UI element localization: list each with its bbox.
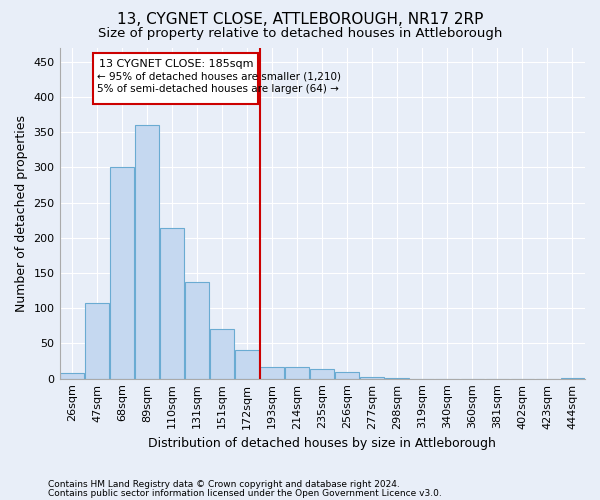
- Bar: [286, 368, 309, 378]
- Text: 13, CYGNET CLOSE, ATTLEBOROUGH, NR17 2RP: 13, CYGNET CLOSE, ATTLEBOROUGH, NR17 2RP: [117, 12, 483, 28]
- Bar: [185, 282, 209, 378]
- Y-axis label: Number of detached properties: Number of detached properties: [15, 114, 28, 312]
- FancyBboxPatch shape: [94, 53, 259, 104]
- Bar: [310, 369, 334, 378]
- X-axis label: Distribution of detached houses by size in Attleborough: Distribution of detached houses by size …: [148, 437, 496, 450]
- Bar: [335, 372, 359, 378]
- Text: Contains HM Land Registry data © Crown copyright and database right 2024.: Contains HM Land Registry data © Crown c…: [48, 480, 400, 489]
- Bar: [260, 368, 284, 378]
- Bar: [160, 228, 184, 378]
- Text: Contains public sector information licensed under the Open Government Licence v3: Contains public sector information licen…: [48, 488, 442, 498]
- Bar: [235, 350, 259, 378]
- Text: 13 CYGNET CLOSE: 185sqm: 13 CYGNET CLOSE: 185sqm: [98, 59, 253, 69]
- Bar: [85, 302, 109, 378]
- Bar: [361, 376, 384, 378]
- Text: Size of property relative to detached houses in Attleborough: Size of property relative to detached ho…: [98, 28, 502, 40]
- Bar: [135, 125, 159, 378]
- Text: 5% of semi-detached houses are larger (64) →: 5% of semi-detached houses are larger (6…: [97, 84, 339, 94]
- Bar: [60, 373, 84, 378]
- Text: ← 95% of detached houses are smaller (1,210): ← 95% of detached houses are smaller (1,…: [97, 72, 341, 82]
- Bar: [110, 166, 134, 378]
- Bar: [210, 330, 234, 378]
